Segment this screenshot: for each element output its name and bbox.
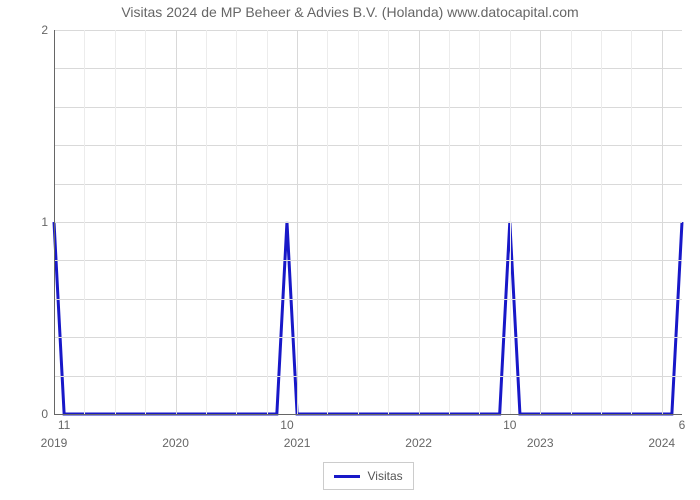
series-line	[54, 222, 682, 414]
x-secondary-label: 11	[58, 418, 70, 432]
legend: Visitas	[323, 462, 414, 490]
y-tick-label: 0	[41, 407, 48, 421]
legend-swatch	[334, 475, 360, 478]
x-secondary-label: 6	[679, 418, 686, 432]
x-tick-label: 2024	[648, 436, 675, 450]
y-tick-label: 2	[41, 23, 48, 37]
x-tick-label: 2020	[162, 436, 189, 450]
x-secondary-label: 10	[503, 418, 516, 432]
x-tick-label: 2022	[405, 436, 432, 450]
x-tick-label: 2023	[527, 436, 554, 450]
x-tick-label: 2021	[284, 436, 311, 450]
x-tick-label: 2019	[41, 436, 68, 450]
x-secondary-label: 10	[280, 418, 293, 432]
y-tick-label: 1	[41, 215, 48, 229]
plot-area: 0122019202020212022202320241110106	[54, 30, 682, 414]
legend-label: Visitas	[368, 469, 403, 483]
chart-title: Visitas 2024 de MP Beheer & Advies B.V. …	[0, 4, 700, 20]
